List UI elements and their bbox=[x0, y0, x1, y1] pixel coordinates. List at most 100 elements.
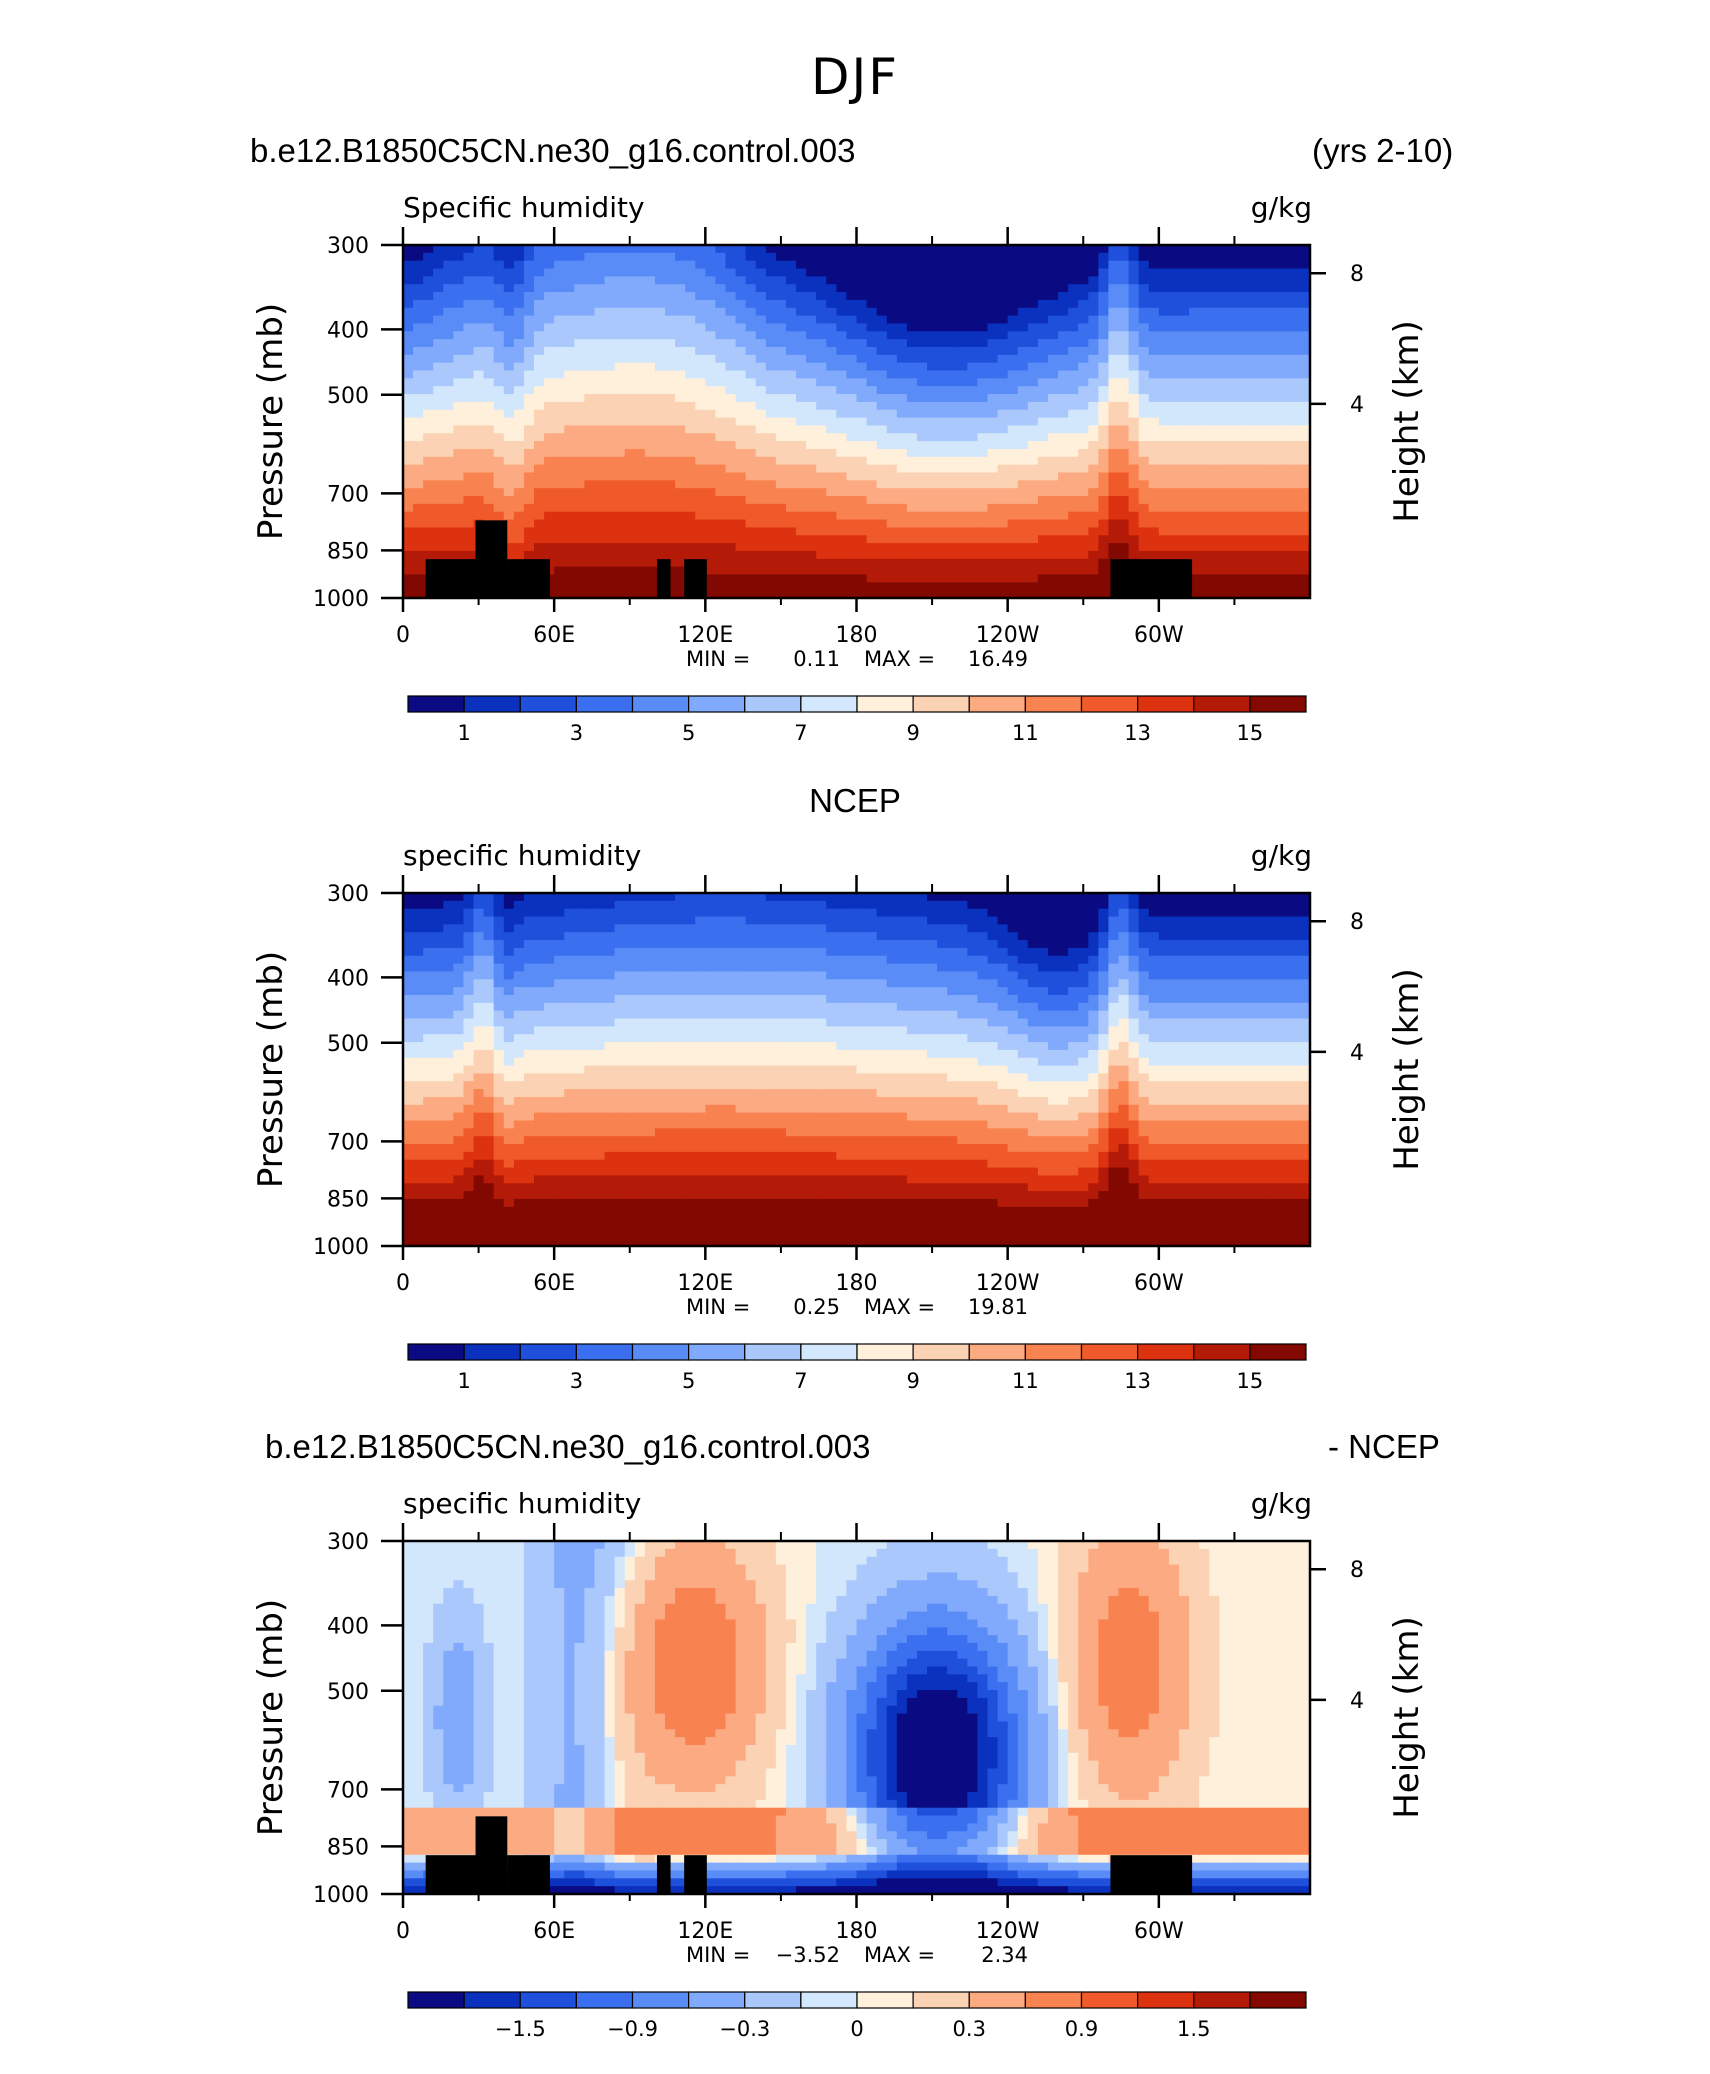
heatmap-cell bbox=[403, 1096, 414, 1106]
heatmap-cell bbox=[977, 268, 989, 277]
heatmap-cell bbox=[564, 1034, 575, 1043]
heatmap-cell bbox=[906, 535, 918, 544]
heatmap-cell bbox=[906, 417, 918, 427]
heatmap-cell bbox=[433, 1010, 444, 1020]
heatmap-cell bbox=[1269, 496, 1281, 505]
heatmap-cell bbox=[644, 292, 656, 301]
heatmap-cell bbox=[665, 543, 676, 552]
heatmap-cell bbox=[755, 511, 767, 521]
y2-axis-label: Height (km) bbox=[1387, 320, 1427, 523]
heatmap-cell bbox=[594, 417, 606, 427]
heatmap-cell bbox=[513, 409, 525, 419]
heatmap-cell bbox=[483, 987, 495, 996]
heatmap-cell bbox=[1128, 456, 1140, 466]
heatmap-cell bbox=[927, 480, 938, 489]
heatmap-cell bbox=[1078, 401, 1089, 411]
page-title: DJF bbox=[810, 48, 899, 106]
heatmap-cell bbox=[523, 323, 535, 332]
heatmap-cell bbox=[1098, 511, 1110, 521]
heatmap-cell bbox=[544, 543, 555, 552]
heatmap-cell bbox=[443, 1089, 454, 1098]
heatmap-cell bbox=[523, 488, 535, 497]
heatmap-cell bbox=[493, 480, 505, 489]
heatmap-cell bbox=[594, 292, 606, 301]
heatmap-cell bbox=[927, 527, 938, 536]
heatmap-cell bbox=[826, 558, 837, 568]
heatmap-cell bbox=[443, 464, 454, 474]
heatmap-cell bbox=[483, 893, 495, 902]
heatmap-cell bbox=[947, 409, 958, 419]
heatmap-cell bbox=[816, 456, 827, 466]
min-value: 0.11 bbox=[793, 647, 840, 671]
heatmap-cell bbox=[1007, 433, 1019, 442]
heatmap-cell bbox=[886, 472, 898, 481]
heatmap-cell bbox=[1189, 299, 1200, 309]
heatmap-cell bbox=[1138, 339, 1150, 348]
heatmap-cell bbox=[1289, 260, 1301, 270]
heatmap-cell bbox=[796, 558, 807, 568]
heatmap-cell bbox=[554, 1042, 565, 1051]
heatmap-cell bbox=[1249, 448, 1261, 458]
heatmap-cell bbox=[1017, 543, 1029, 552]
heatmap-cell bbox=[846, 464, 858, 474]
heatmap-cell bbox=[403, 511, 414, 521]
heatmap-cell bbox=[775, 425, 787, 434]
heatmap-cell bbox=[947, 448, 958, 458]
heatmap-cell bbox=[1189, 550, 1200, 560]
heatmap-cell bbox=[866, 409, 878, 419]
heatmap-cell bbox=[564, 900, 575, 910]
heatmap-cell bbox=[594, 480, 606, 489]
heatmap-cell bbox=[1199, 472, 1210, 481]
heatmap-cell bbox=[1209, 245, 1220, 254]
heatmap-cell bbox=[523, 1010, 535, 1020]
heatmap-cell bbox=[544, 1238, 555, 1247]
heatmap-cell bbox=[1289, 527, 1301, 536]
heatmap-cell bbox=[453, 1010, 465, 1020]
heatmap-cell bbox=[806, 566, 817, 576]
heatmap-cell bbox=[554, 456, 565, 466]
heatmap-cell bbox=[443, 1183, 454, 1192]
heatmap-cell bbox=[1299, 511, 1311, 521]
heatmap-cell bbox=[614, 535, 626, 544]
heatmap-cell bbox=[775, 299, 787, 309]
heatmap-cell bbox=[513, 394, 525, 403]
heatmap-cell bbox=[947, 590, 958, 599]
heatmap-cell bbox=[886, 464, 898, 474]
heatmap-cell bbox=[584, 1010, 596, 1020]
heatmap-cell bbox=[1239, 566, 1251, 576]
heatmap-cell bbox=[624, 268, 636, 277]
heatmap-cell bbox=[997, 590, 1009, 599]
heatmap-cell bbox=[453, 940, 465, 949]
heatmap-cell bbox=[403, 1159, 414, 1169]
heatmap-cell bbox=[1209, 503, 1220, 513]
heatmap-cell bbox=[806, 339, 817, 348]
heatmap-cell bbox=[554, 252, 565, 262]
heatmap-cell bbox=[654, 496, 666, 505]
heatmap-cell bbox=[1219, 354, 1230, 364]
heatmap-cell bbox=[564, 299, 575, 309]
heatmap-cell bbox=[816, 480, 827, 489]
heatmap-cell bbox=[1068, 558, 1079, 568]
heatmap-cell bbox=[1199, 394, 1210, 403]
heatmap-cell bbox=[1158, 354, 1170, 364]
heatmap-cell bbox=[443, 441, 454, 450]
heatmap-cell bbox=[1269, 245, 1281, 254]
heatmap-cell bbox=[1108, 401, 1120, 411]
heatmap-cell bbox=[1219, 252, 1230, 262]
heatmap-cell bbox=[957, 519, 968, 528]
heatmap-cell bbox=[1068, 433, 1079, 442]
heatmap-cell bbox=[1269, 503, 1281, 513]
heatmap-cell bbox=[957, 331, 968, 340]
heatmap-cell bbox=[423, 1089, 434, 1098]
heatmap-cell bbox=[473, 425, 485, 434]
heatmap-cell bbox=[1158, 488, 1170, 497]
heatmap-cell bbox=[453, 519, 465, 528]
heatmap-cell bbox=[554, 480, 565, 489]
heatmap-cell bbox=[785, 574, 797, 583]
heatmap-cell bbox=[665, 401, 676, 411]
heatmap-cell bbox=[433, 252, 444, 262]
heatmap-cell bbox=[544, 354, 555, 364]
heatmap-cell bbox=[1289, 276, 1301, 285]
heatmap-cell bbox=[967, 590, 979, 599]
heatmap-cell bbox=[453, 433, 465, 442]
